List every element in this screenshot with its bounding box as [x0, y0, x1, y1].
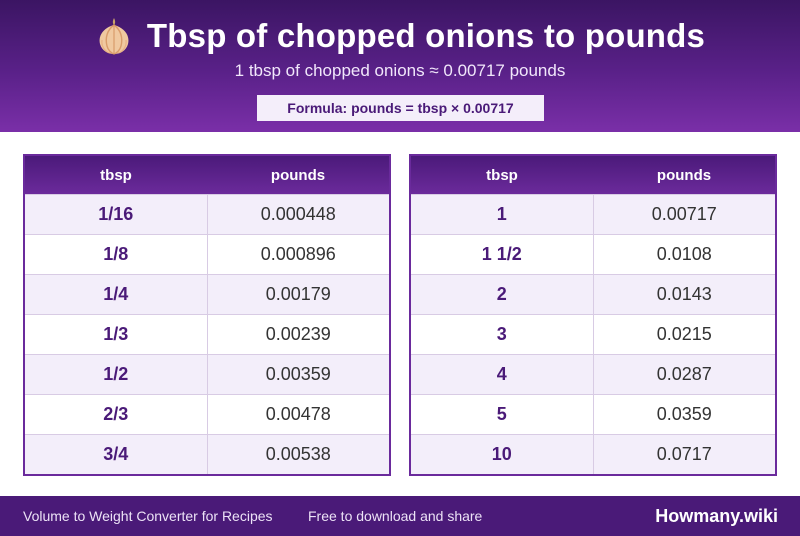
footer-tagline: Free to download and share	[308, 508, 483, 524]
pounds-cell: 0.00717	[651, 204, 717, 224]
tbsp-cell: 2	[411, 275, 594, 314]
tbsp-cell: 1/3	[25, 315, 208, 354]
table-row: 10 0.0717	[411, 434, 775, 474]
tbsp-cell: 1	[411, 195, 594, 234]
table-row: 1/4 0.00179	[25, 274, 389, 314]
pounds-cell: 0.0108	[656, 244, 712, 264]
tbsp-cell: 3	[411, 315, 594, 354]
column-header-pounds: pounds	[270, 166, 326, 184]
pounds-cell: 0.000448	[260, 204, 336, 224]
column-header-tbsp: tbsp	[100, 166, 132, 184]
tbsp-cell: 1/2	[25, 355, 208, 394]
table-row: 1 1/2 0.0108	[411, 234, 775, 274]
tbsp-cell: 1/4	[25, 275, 208, 314]
table-row: 2 0.0143	[411, 274, 775, 314]
table-row: 1/16 0.000448	[25, 194, 389, 234]
page-title: Tbsp of chopped onions to pounds	[146, 17, 706, 54]
pounds-cell: 0.0143	[656, 284, 712, 304]
brand-link[interactable]: Howmany.wiki	[655, 505, 778, 526]
footer-category: Volume to Weight Converter for Recipes	[23, 508, 273, 524]
tbsp-cell: 5	[411, 395, 594, 434]
pounds-cell: 0.00478	[265, 404, 331, 424]
tbsp-cell: 1 1/2	[411, 235, 594, 274]
tbsp-cell: 1/8	[25, 235, 208, 274]
pounds-cell: 0.00359	[265, 364, 331, 384]
table-row: 5 0.0359	[411, 394, 775, 434]
footer-bar: Volume to Weight Converter for Recipes F…	[0, 496, 800, 536]
tbsp-cell: 1/16	[25, 195, 208, 234]
conversion-table-left: tbsp pounds 1/16 0.000448 1/8 0.000896 1…	[23, 154, 391, 476]
column-header-tbsp: tbsp	[486, 166, 518, 184]
conversion-table-right: tbsp pounds 1 0.00717 1 1/2 0.0108 2 0.0…	[409, 154, 777, 476]
table-row: 1/3 0.00239	[25, 314, 389, 354]
pounds-cell: 0.000896	[260, 244, 336, 264]
pounds-cell: 0.00239	[265, 324, 331, 344]
table-row: 1 0.00717	[411, 194, 775, 234]
table-row: 1/8 0.000896	[25, 234, 389, 274]
pounds-cell: 0.0287	[656, 364, 712, 384]
page-subtitle: 1 tbsp of chopped onions ≈ 0.00717 pound…	[234, 61, 566, 80]
onion-icon	[95, 16, 133, 56]
table-row: 1/2 0.00359	[25, 354, 389, 394]
pounds-cell: 0.0359	[656, 404, 712, 424]
formula-box: Formula: pounds = tbsp × 0.00717	[257, 95, 544, 121]
table-header: tbsp pounds	[25, 156, 389, 194]
pounds-cell: 0.0215	[656, 324, 712, 344]
tbsp-cell: 2/3	[25, 395, 208, 434]
tbsp-cell: 3/4	[25, 435, 208, 474]
tbsp-cell: 4	[411, 355, 594, 394]
table-row: 4 0.0287	[411, 354, 775, 394]
pounds-cell: 0.0717	[656, 444, 712, 464]
tbsp-cell: 10	[411, 435, 594, 474]
column-header-pounds: pounds	[656, 166, 712, 184]
table-header: tbsp pounds	[411, 156, 775, 194]
pounds-cell: 0.00179	[265, 284, 331, 304]
title-row: Tbsp of chopped onions to pounds	[0, 14, 800, 58]
table-row: 2/3 0.00478	[25, 394, 389, 434]
header-banner: Tbsp of chopped onions to pounds 1 tbsp …	[0, 0, 800, 132]
table-row: 3 0.0215	[411, 314, 775, 354]
table-row: 3/4 0.00538	[25, 434, 389, 474]
pounds-cell: 0.00538	[265, 444, 331, 464]
